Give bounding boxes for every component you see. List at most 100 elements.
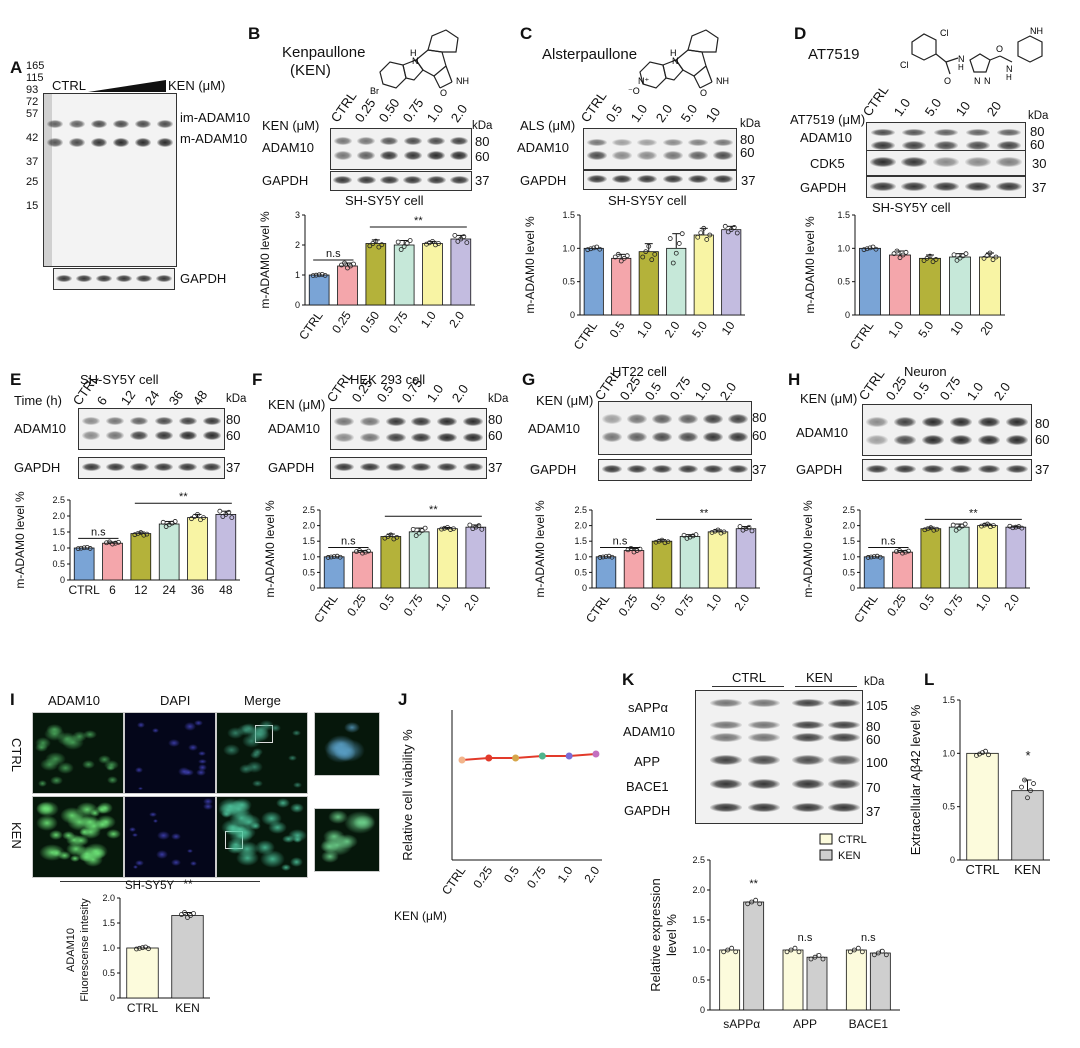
- data-point: [693, 532, 699, 538]
- data-point: [982, 522, 987, 528]
- cell-blob: [134, 859, 144, 867]
- band: [748, 779, 780, 789]
- adam10-label-f: ADAM10: [268, 421, 321, 436]
- kda60-g: 60: [752, 428, 767, 443]
- data-point: [195, 512, 200, 517]
- band: [870, 141, 895, 150]
- band: [427, 151, 445, 160]
- kda-label-d: kDa: [1028, 110, 1049, 122]
- y-tick-label: 0.5: [574, 567, 587, 577]
- cell-blob: [152, 728, 159, 733]
- data-point: [930, 259, 936, 265]
- bar: [126, 947, 159, 999]
- data-point: [900, 550, 905, 556]
- data-point: [861, 247, 867, 253]
- data-point: [360, 550, 365, 556]
- bar: [889, 254, 911, 316]
- col-label-dapi: DAPI: [160, 693, 191, 708]
- x-tick-label: 1.0: [433, 591, 454, 613]
- x-tick-label: APP: [793, 1017, 817, 1031]
- band: [463, 433, 484, 442]
- cell-blob: [198, 758, 207, 765]
- data-point: [146, 946, 151, 952]
- y-tick-label: 0.5: [302, 567, 315, 577]
- bar: [979, 256, 1001, 316]
- bar: [187, 517, 208, 581]
- band: [178, 417, 197, 425]
- band: [828, 803, 860, 812]
- svg-text:Cl: Cl: [940, 28, 949, 38]
- data-point: [659, 537, 665, 543]
- data-point: [565, 752, 573, 760]
- cell-blob: [289, 856, 304, 867]
- x-tick-label: 5.0: [689, 318, 710, 340]
- y-tick-label: 1.5: [302, 536, 315, 546]
- band: [380, 137, 399, 145]
- band: [934, 141, 958, 150]
- data-point: [476, 523, 482, 529]
- band: [710, 755, 742, 765]
- svg-text:H: H: [958, 63, 964, 72]
- band: [828, 779, 860, 789]
- compound-name-kenpaullone: Kenpaullone: [282, 44, 366, 61]
- data-point: [643, 249, 649, 255]
- bar: [892, 551, 913, 589]
- data-point: [979, 523, 984, 529]
- band: [677, 414, 698, 424]
- data-point: [316, 272, 322, 278]
- svg-text:N⁺: N⁺: [638, 76, 649, 86]
- data-point: [749, 899, 755, 905]
- svg-text:Br: Br: [370, 86, 379, 96]
- chart-b: 0 1 2 3 CTRL 0.25 0.50 0.75 1.0 2.0 m-ADAM0 level …: [258, 210, 475, 342]
- data-point: [394, 534, 400, 540]
- bace1-label-k: BACE1: [626, 779, 669, 794]
- kda80-h: 80: [1035, 416, 1050, 431]
- lane-label: 0.5: [909, 379, 933, 403]
- cell-blob: [46, 724, 63, 736]
- chart-l: 0 0.5 1.0 1.5 CTRL KEN Extracellular Aβ42 leve…: [908, 695, 1050, 877]
- data-point: [707, 232, 713, 238]
- ladder-mark: 165: [26, 60, 45, 72]
- data-point: [709, 530, 715, 535]
- bar: [679, 536, 701, 589]
- panel-label-a: A: [10, 58, 23, 77]
- blot-h-gapdh: [862, 459, 1032, 481]
- band: [56, 275, 72, 282]
- cell-blob: [282, 834, 295, 844]
- kda80-k: 80: [866, 719, 881, 734]
- y-tick-label: 2.5: [302, 505, 315, 515]
- lane-label: CTRL: [577, 88, 610, 125]
- data-point: [962, 521, 968, 527]
- y-axis-label: m-ADAM0 level %: [803, 216, 817, 314]
- bar: [693, 234, 714, 316]
- cell-blob: [104, 759, 120, 771]
- x-tick-label: CTRL: [851, 591, 881, 625]
- band: [902, 129, 927, 136]
- band: [652, 465, 673, 473]
- band: [403, 137, 422, 145]
- data-point: [737, 524, 743, 529]
- band: [136, 275, 152, 282]
- band: [688, 151, 708, 160]
- data-point: [191, 911, 196, 916]
- band: [728, 414, 749, 424]
- band: [450, 137, 469, 145]
- data-point: [172, 519, 178, 524]
- data-point: [110, 541, 115, 547]
- micrograph-ken-dapi: [124, 796, 216, 878]
- band: [379, 176, 399, 184]
- y-tick-label: 1.5: [562, 210, 575, 220]
- data-point: [757, 901, 763, 907]
- lane-label: 1.0: [627, 101, 651, 125]
- x-tick-label: 24: [162, 583, 176, 597]
- data-point: [600, 554, 606, 560]
- micrograph-ctrl-zoom: [314, 712, 380, 776]
- svg-text:H: H: [1006, 73, 1012, 82]
- bar: [719, 949, 741, 1011]
- micrograph-ctrl-dapi: [124, 712, 216, 794]
- cell-blob: [269, 723, 282, 732]
- bar: [583, 247, 604, 316]
- cell-blob: [79, 828, 91, 837]
- sig-ns: n.s: [326, 248, 341, 260]
- band: [91, 138, 107, 147]
